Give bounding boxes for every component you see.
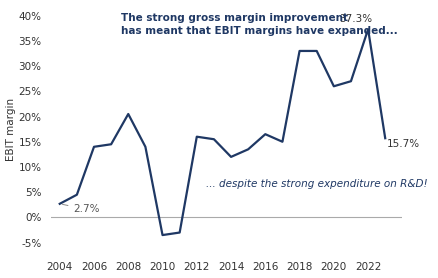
- Y-axis label: EBIT margin: EBIT margin: [6, 98, 15, 161]
- Text: 37.3%: 37.3%: [339, 14, 372, 24]
- Text: ... despite the strong expenditure on R&D!: ... despite the strong expenditure on R&…: [205, 178, 426, 188]
- Text: 15.7%: 15.7%: [386, 139, 419, 149]
- Text: 2.7%: 2.7%: [62, 204, 100, 214]
- Text: The strong gross margin improvement
has meant that EBIT margins have expanded...: The strong gross margin improvement has …: [121, 13, 397, 36]
